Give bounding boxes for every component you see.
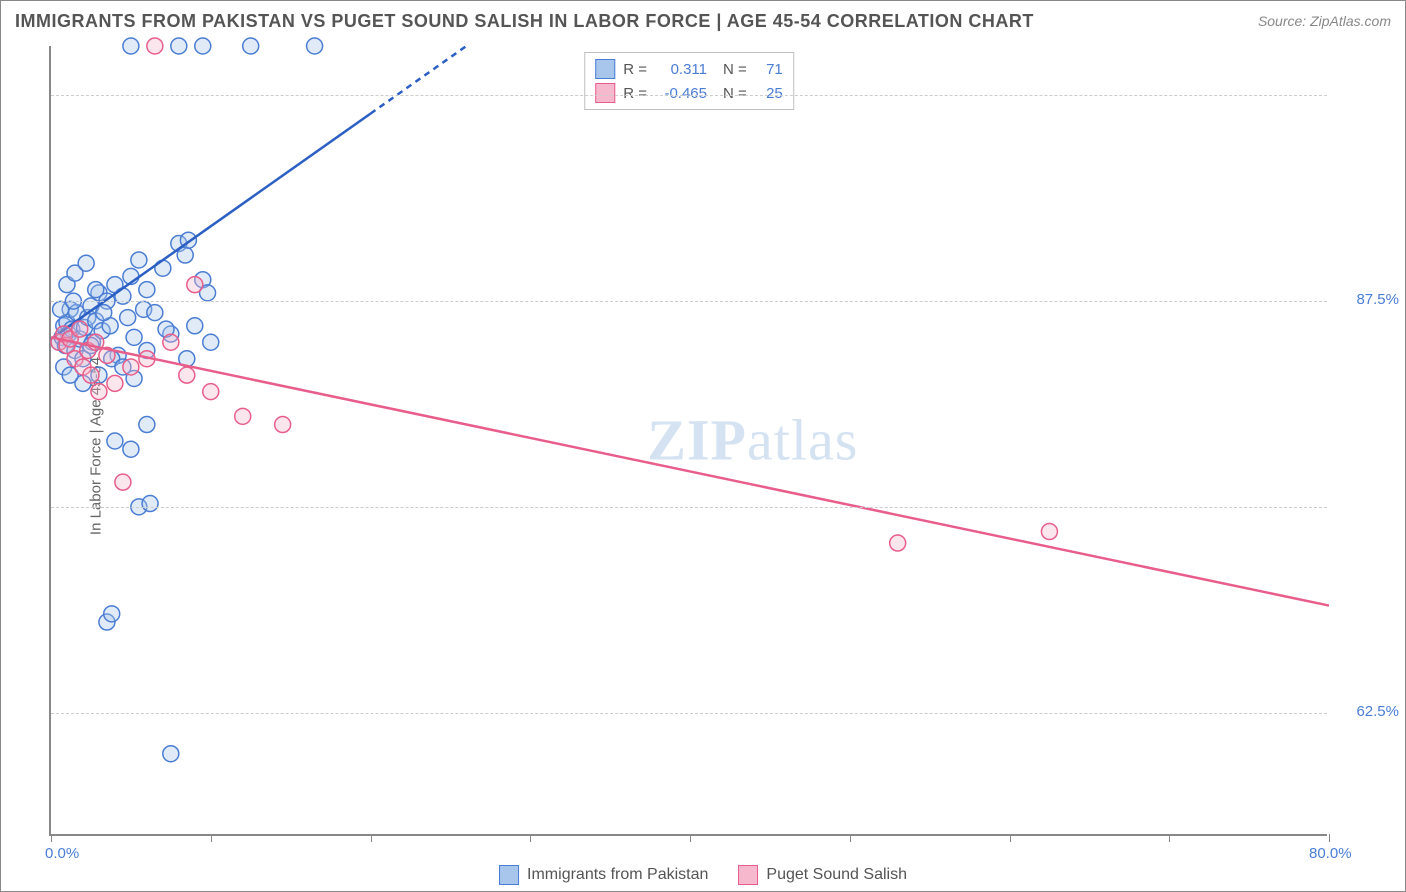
x-tick-label: 0.0%: [45, 845, 79, 862]
data-point: [195, 38, 211, 54]
legend-n-value: 25: [755, 85, 783, 102]
data-point: [890, 535, 906, 551]
chart-title: IMMIGRANTS FROM PAKISTAN VS PUGET SOUND …: [15, 11, 1034, 32]
regression-line: [51, 114, 371, 339]
legend-series: Immigrants from Pakistan Puget Sound Sali…: [499, 865, 907, 885]
data-point: [163, 334, 179, 350]
legend-series-item: Puget Sound Salish: [738, 865, 907, 885]
data-point: [104, 606, 120, 622]
data-point: [78, 255, 94, 271]
data-point: [115, 474, 131, 490]
legend-r-label: R =: [623, 61, 647, 78]
x-tick: [211, 834, 212, 842]
data-point: [107, 433, 123, 449]
x-tick-label: 80.0%: [1309, 845, 1352, 862]
data-point: [203, 334, 219, 350]
data-point: [187, 318, 203, 334]
gridline: [51, 95, 1327, 96]
data-point: [243, 38, 259, 54]
legend-series-label: Puget Sound Salish: [766, 866, 907, 884]
legend-n-value: 71: [755, 61, 783, 78]
x-tick: [690, 834, 691, 842]
data-point: [123, 359, 139, 375]
data-point: [307, 38, 323, 54]
data-point: [163, 746, 179, 762]
data-point: [171, 38, 187, 54]
gridline: [51, 301, 1327, 302]
data-point: [1041, 524, 1057, 540]
data-point: [123, 38, 139, 54]
data-point: [83, 367, 99, 383]
regression-line-dashed: [371, 46, 467, 114]
data-point: [126, 329, 142, 345]
legend-correlation-row: R = -0.465 N = 25: [595, 81, 783, 105]
data-point: [131, 252, 147, 268]
chart-container: IMMIGRANTS FROM PAKISTAN VS PUGET SOUND …: [0, 0, 1406, 892]
legend-n-label: N =: [723, 85, 747, 102]
data-point: [91, 384, 107, 400]
x-tick: [850, 834, 851, 842]
y-tick-label: 62.5%: [1339, 703, 1399, 720]
data-point: [203, 384, 219, 400]
legend-swatch: [595, 59, 615, 79]
data-point: [147, 38, 163, 54]
data-point: [275, 417, 291, 433]
data-point: [107, 375, 123, 391]
data-point: [72, 321, 88, 337]
data-point: [142, 496, 158, 512]
plot-area: ZIPatlas R =0.311N =71R =-0.465N =25 62.…: [49, 46, 1327, 836]
data-point: [187, 277, 203, 293]
x-tick: [51, 834, 52, 842]
regression-line: [51, 337, 1329, 605]
legend-correlation-row: R = 0.311 N = 71: [595, 57, 783, 81]
scatter-plot-svg: [51, 46, 1327, 834]
legend-series-item: Immigrants from Pakistan: [499, 865, 708, 885]
legend-n-label: N =: [723, 61, 747, 78]
legend-r-value: -0.465: [655, 85, 707, 102]
legend-swatch: [595, 83, 615, 103]
y-tick-label: 87.5%: [1339, 291, 1399, 308]
x-tick: [530, 834, 531, 842]
data-point: [88, 282, 104, 298]
legend-r-value: 0.311: [655, 61, 707, 78]
source-attribution: Source: ZipAtlas.com: [1258, 13, 1391, 29]
legend-r-label: R =: [623, 85, 647, 102]
gridline: [51, 713, 1327, 714]
legend-swatch: [738, 865, 758, 885]
x-tick: [1329, 834, 1330, 842]
x-tick: [1010, 834, 1011, 842]
x-tick: [371, 834, 372, 842]
data-point: [120, 310, 136, 326]
gridline: [51, 507, 1327, 508]
legend-correlation: R = 0.311 N = 71 R = -0.465 N = 25: [584, 52, 794, 110]
x-tick: [1169, 834, 1170, 842]
legend-swatch: [499, 865, 519, 885]
data-point: [179, 367, 195, 383]
data-point: [123, 441, 139, 457]
data-point: [139, 417, 155, 433]
data-point: [235, 408, 251, 424]
data-point: [139, 282, 155, 298]
legend-series-label: Immigrants from Pakistan: [527, 866, 708, 884]
data-point: [147, 305, 163, 321]
